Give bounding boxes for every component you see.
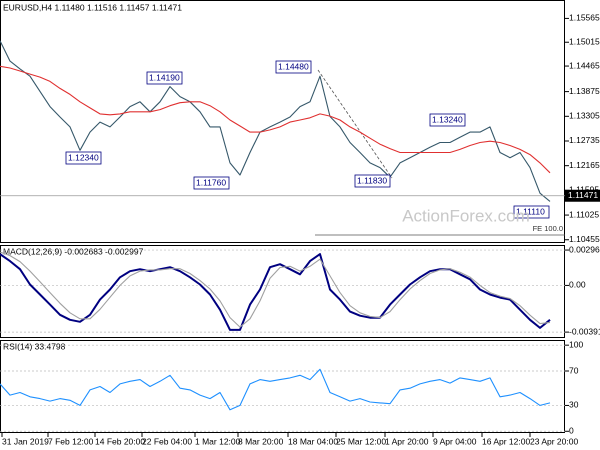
y-tick-label: 70 — [569, 365, 579, 375]
x-tick-label: 9 Apr 04:00 — [433, 436, 477, 446]
fe-label: FE 100.0 — [533, 224, 563, 233]
x-tick-label: 16 Apr 12:00 — [482, 436, 530, 446]
y-tick-label: 1.15015 — [569, 36, 600, 46]
y-tick-label: -0.003916 — [569, 326, 600, 336]
annotation-label: 1.14480 — [278, 61, 309, 71]
annotation-box — [146, 71, 183, 85]
y-tick-label: 1.13305 — [569, 111, 600, 121]
y-tick-label: 1.15565 — [569, 13, 600, 23]
panel-title: EURUSD,H4 1.11480 1.11516 1.11457 1.1147… — [3, 2, 182, 12]
x-tick-label: 8 Mar 20:00 — [238, 436, 284, 446]
y-tick-label: 1.12165 — [569, 160, 600, 170]
y-tick-label: 1.10455 — [569, 234, 600, 244]
y-tick-label: 1.14465 — [569, 60, 600, 70]
annotation-box — [65, 151, 102, 165]
panel-title: RSI(14) 33.4798 — [3, 341, 66, 351]
y-tick-label: 30 — [569, 400, 579, 410]
macd-panel — [0, 245, 565, 338]
panel-title: MACD(12,26,9) -0.002683 -0.002997 — [3, 246, 144, 256]
x-tick-label: 25 Mar 12:00 — [336, 436, 386, 446]
last-price-label: 1.11471 — [568, 190, 598, 200]
y-tick-label: 1.12735 — [569, 135, 600, 145]
series-line — [0, 65, 551, 174]
last-price-box — [565, 189, 600, 202]
x-tick-label: 22 Feb 04:00 — [142, 436, 192, 446]
x-tick-label: 14 Feb 20:00 — [95, 436, 145, 446]
y-tick-label: 1.11025 — [569, 209, 599, 219]
annotation-box — [193, 176, 230, 190]
annotation-label: 1.11760 — [196, 177, 226, 187]
series-line — [0, 251, 551, 328]
annotation-label: 1.12340 — [68, 152, 99, 162]
annotation-label: 1.11830 — [357, 175, 387, 185]
watermark: ActionForex.com — [402, 206, 530, 225]
annotation-label: 1.14190 — [149, 72, 180, 82]
x-tick-label: 23 Apr 20:00 — [530, 436, 578, 446]
annotation-box — [275, 60, 312, 74]
series-line — [0, 368, 551, 411]
annotation-box — [513, 205, 550, 219]
x-tick-label: 7 Feb 12:00 — [48, 436, 94, 446]
series-line — [0, 253, 551, 331]
y-tick-label: 0 — [569, 426, 574, 436]
price-panel — [0, 0, 565, 243]
x-tick-label: 31 Jan 2019 — [2, 436, 49, 446]
y-tick-label: 100 — [569, 339, 583, 349]
x-tick-label: 1 Mar 12:00 — [195, 436, 241, 446]
y-tick-label: 1.11595 — [569, 185, 599, 195]
annotation-box — [429, 113, 466, 127]
annotation-label: 1.13240 — [432, 114, 463, 124]
x-tick-label: 1 Apr 20:00 — [385, 436, 429, 446]
series-line — [0, 40, 551, 202]
y-tick-label: 0.002967 — [569, 244, 600, 254]
fibo-line — [317, 69, 393, 179]
y-tick-label: 0.00 — [569, 280, 586, 290]
x-tick-label: 18 Mar 04:00 — [288, 436, 338, 446]
annotation-box — [354, 174, 391, 188]
rsi-panel — [0, 340, 565, 433]
y-tick-label: 1.13875 — [569, 86, 600, 96]
annotation-label: 1.11110 — [516, 206, 545, 216]
